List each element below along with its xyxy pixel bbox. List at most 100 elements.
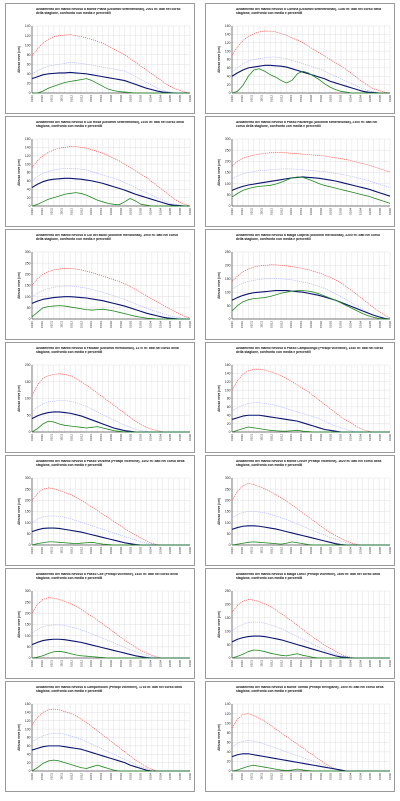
x-tick-label: 01/05	[168, 773, 172, 780]
percentile-90-line	[231, 599, 390, 659]
current-season-line	[231, 176, 391, 204]
y-tick-label: 250	[225, 250, 231, 254]
x-tick-label: 01/01	[289, 547, 293, 554]
chart-title: Andamento del manto nevoso a Monte Tomba…	[236, 686, 384, 693]
x-tick-label: 01/12	[69, 321, 73, 328]
x-tick-label: 15/11	[60, 660, 64, 667]
y-tick-label: 80	[27, 53, 31, 57]
x-tick-label: 01/10	[230, 773, 234, 780]
x-tick-label: 15/12	[279, 660, 283, 667]
chart-title: Andamento del manto nevoso a Col dei Bal…	[36, 234, 178, 241]
x-tick-label: 15/01	[299, 208, 303, 215]
x-tick-label: 15/02	[119, 95, 123, 102]
x-tick-label: 15/03	[339, 547, 343, 554]
x-tick-label: 01/12	[269, 773, 273, 780]
chart-panel: Andamento del manto nevoso a Monte Piana…	[5, 3, 195, 114]
y-tick-label: 20	[27, 82, 31, 86]
y-tick-label: 60	[27, 744, 31, 748]
x-tick-label: 15/02	[119, 773, 123, 780]
mean-line	[31, 638, 190, 659]
chart-panel: Andamento del manto nevoso a Col dei Bal…	[5, 229, 195, 340]
chart-panel: Andamento del manto nevoso a Col Rosà (D…	[5, 116, 195, 227]
x-tick-label: 15/12	[279, 95, 283, 102]
y-tick-label: 120	[25, 34, 31, 38]
x-tick-label: 15/05	[378, 434, 382, 441]
x-tick-label: 01/12	[269, 95, 273, 102]
chart-title: Andamento del manto nevoso a Monte Piana…	[36, 8, 181, 15]
x-tick-label: 15/02	[319, 321, 323, 328]
x-tick-label: 15/10	[240, 321, 244, 328]
x-tick-label: 15/03	[139, 773, 143, 780]
x-tick-label: 01/11	[250, 660, 254, 667]
current-season-line	[231, 290, 390, 320]
y-tick-label: 40	[227, 750, 231, 754]
x-tick-label: 15/03	[339, 660, 343, 667]
x-tick-label: 15/03	[139, 660, 143, 667]
chart-svg: 0 50 100 150 200 250 300 Altezza neve (cm) 01/10…	[17, 250, 192, 328]
y-tick-label: 20	[27, 196, 31, 200]
y-tick-label: 200	[225, 603, 231, 607]
x-tick-label: 01/05	[168, 95, 172, 102]
y-tick-label: 100	[225, 629, 231, 633]
x-tick-label: 15/05	[378, 321, 382, 328]
percentile-75-line	[231, 277, 391, 320]
current-season-line	[231, 649, 390, 659]
y-tick-label: 0	[229, 204, 231, 208]
current-season-line	[231, 541, 390, 546]
x-tick-label: 01/03	[129, 321, 133, 328]
x-tick-label: 01/06	[188, 208, 192, 215]
x-tick-label: 01/05	[368, 208, 372, 215]
x-tick-label: 15/02	[119, 547, 123, 554]
y-tick-label: 60	[27, 62, 31, 66]
x-tick-label: 15/11	[260, 547, 264, 554]
x-tick-label: 15/05	[378, 95, 382, 102]
x-tick-label: 01/03	[129, 434, 133, 441]
x-tick-label: 15/01	[299, 547, 303, 554]
x-tick-label: 15/05	[378, 660, 382, 667]
y-axis-label: Altezza neve (cm)	[217, 46, 221, 73]
y-tick-label: 160	[225, 363, 231, 367]
x-tick-label: 15/03	[339, 773, 343, 780]
percentile-90-line	[231, 152, 391, 173]
x-tick-label: 01/01	[89, 547, 93, 554]
percentile-75-line	[31, 168, 190, 207]
x-tick-label: 15/03	[139, 321, 143, 328]
chart-title: Andamento del manto nevoso a Passo Falza…	[236, 121, 378, 128]
x-tick-label: 01/01	[89, 773, 93, 780]
y-tick-label: 60	[227, 66, 231, 70]
x-tick-label: 01/02	[309, 95, 313, 102]
x-tick-label: 15/01	[299, 321, 303, 328]
y-tick-label: 60	[227, 405, 231, 409]
y-tick-label: 150	[25, 380, 31, 384]
x-tick-label: 15/02	[119, 321, 123, 328]
x-tick-label: 01/02	[109, 321, 113, 328]
percentile-75-line	[231, 168, 391, 188]
percentile-90-line	[231, 368, 390, 433]
x-tick-label: 01/11	[50, 773, 54, 780]
x-tick-label: 15/03	[339, 208, 343, 215]
x-tick-label: 01/01	[89, 208, 93, 215]
x-tick-label: 15/04	[158, 321, 162, 328]
percentile-75-line	[231, 511, 390, 546]
y-tick-label: 100	[225, 49, 231, 53]
x-tick-label: 01/05	[168, 208, 172, 215]
y-tick-label: 80	[227, 731, 231, 735]
x-tick-label: 15/05	[178, 321, 182, 328]
y-tick-label: 80	[227, 397, 231, 401]
x-tick-label: 01/11	[50, 321, 54, 328]
y-tick-label: 0	[229, 543, 231, 547]
chart-panel: Andamento del manto nevoso a Passo Vezze…	[5, 455, 195, 566]
y-tick-label: 100	[25, 634, 31, 638]
x-tick-label: 01/12	[69, 547, 73, 554]
x-tick-label: 15/10	[240, 95, 244, 102]
x-tick-label: 01/02	[109, 208, 113, 215]
current-season-line	[231, 764, 390, 772]
x-tick-label: 01/04	[148, 321, 152, 328]
x-tick-label: 15/12	[79, 773, 83, 780]
x-tick-label: 01/02	[109, 434, 113, 441]
y-tick-label: 160	[225, 24, 231, 28]
x-tick-label: 15/12	[79, 547, 83, 554]
x-tick-label: 01/05	[368, 434, 372, 441]
x-tick-label: 01/04	[348, 773, 352, 780]
x-tick-label: 01/10	[230, 434, 234, 441]
